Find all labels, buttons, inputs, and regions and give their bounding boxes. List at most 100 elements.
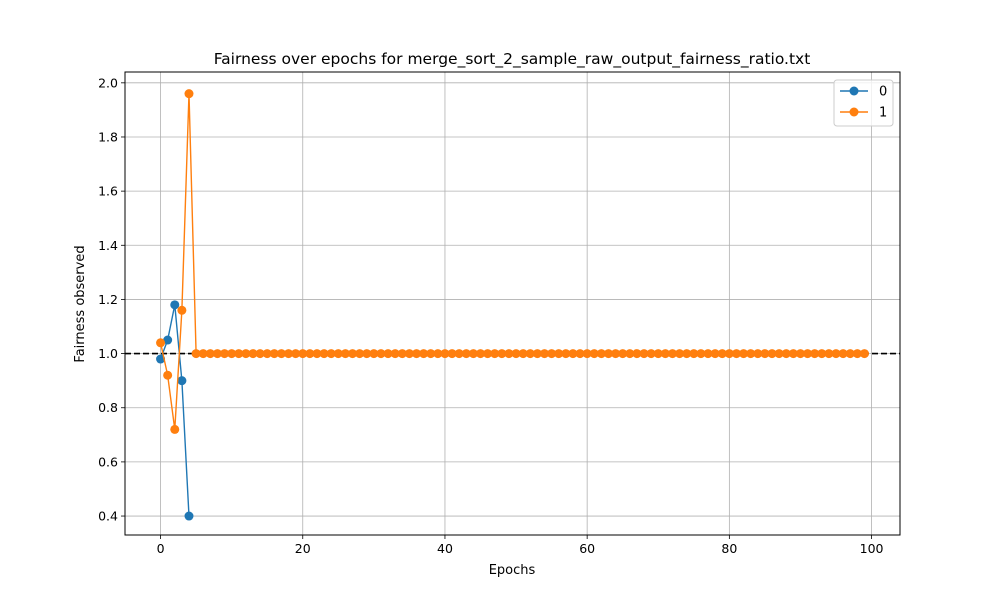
x-axis-label: Epochs xyxy=(489,563,536,578)
data-point xyxy=(412,349,422,359)
data-point xyxy=(568,349,578,359)
data-point xyxy=(355,349,365,359)
data-point xyxy=(248,349,258,359)
data-point xyxy=(824,349,834,359)
data-point xyxy=(291,349,301,359)
data-point xyxy=(298,349,308,359)
data-point xyxy=(397,349,407,359)
data-point xyxy=(660,349,670,359)
data-point xyxy=(220,349,230,359)
data-point xyxy=(241,349,251,359)
data-point xyxy=(212,349,222,359)
data-point xyxy=(653,349,663,359)
y-tick-label: 2.0 xyxy=(98,75,118,90)
data-point xyxy=(554,349,564,359)
plot-frame xyxy=(124,71,901,536)
data-point xyxy=(184,89,194,99)
data-point xyxy=(170,424,180,434)
chart-title: Fairness over epochs for merge_sort_2_sa… xyxy=(214,50,811,69)
data-point xyxy=(582,349,592,359)
x-tick-label: 0 xyxy=(157,541,165,556)
x-tick-label: 20 xyxy=(295,541,311,556)
data-point xyxy=(305,349,315,359)
data-point xyxy=(404,349,414,359)
data-point xyxy=(596,349,606,359)
data-point xyxy=(625,349,635,359)
data-point xyxy=(845,349,855,359)
data-point xyxy=(205,349,215,359)
data-point xyxy=(383,349,393,359)
axis-ticks: 0 20 40 60 80 100 0.4 0.6 0.8 1.0 1.2 1.4 1.6 1.8 2.0 xyxy=(98,75,883,556)
data-point xyxy=(390,349,400,359)
series-1 xyxy=(156,89,869,434)
legend: 0 1 xyxy=(833,79,894,127)
data-point xyxy=(426,349,436,359)
data-point xyxy=(461,349,471,359)
data-point xyxy=(276,349,286,359)
data-point xyxy=(746,349,756,359)
data-point xyxy=(646,349,656,359)
data-point xyxy=(269,349,279,359)
data-point xyxy=(703,349,713,359)
legend-marker-series-1 xyxy=(849,107,859,117)
y-tick-label: 1.2 xyxy=(98,292,118,307)
legend-label-series-1: 1 xyxy=(879,106,887,121)
y-tick-label: 1.0 xyxy=(98,346,118,361)
data-point xyxy=(618,349,628,359)
x-tick-label: 40 xyxy=(437,541,453,556)
data-point xyxy=(696,349,706,359)
data-point xyxy=(795,349,805,359)
data-point xyxy=(504,349,514,359)
data-point xyxy=(454,349,464,359)
data-point xyxy=(433,349,443,359)
data-point xyxy=(539,349,549,359)
data-point xyxy=(717,349,727,359)
legend-marker-series-0 xyxy=(849,86,859,96)
data-point xyxy=(739,349,749,359)
data-point xyxy=(724,349,734,359)
data-point xyxy=(262,349,272,359)
series-0 xyxy=(156,300,194,521)
y-tick-label: 1.6 xyxy=(98,184,118,199)
y-axis-label: Fairness observed xyxy=(73,245,88,362)
data-point xyxy=(667,349,677,359)
data-point xyxy=(468,349,478,359)
data-point xyxy=(340,349,350,359)
data-point xyxy=(611,349,621,359)
data-point xyxy=(575,349,585,359)
data-point xyxy=(532,349,542,359)
data-point xyxy=(859,349,869,359)
series-group xyxy=(156,89,869,521)
data-point xyxy=(788,349,798,359)
data-point xyxy=(170,300,180,310)
data-point xyxy=(632,349,642,359)
legend-label-series-0: 0 xyxy=(879,85,887,100)
y-tick-label: 1.4 xyxy=(98,238,118,253)
data-point xyxy=(362,349,372,359)
data-point xyxy=(803,349,813,359)
data-point xyxy=(710,349,720,359)
x-tick-label: 80 xyxy=(721,541,737,556)
x-tick-label: 100 xyxy=(860,541,884,556)
data-point xyxy=(497,349,507,359)
data-point xyxy=(177,376,187,386)
data-point xyxy=(163,370,173,380)
data-point xyxy=(767,349,777,359)
data-point xyxy=(369,349,379,359)
data-point xyxy=(547,349,557,359)
data-point xyxy=(639,349,649,359)
data-point xyxy=(440,349,450,359)
data-point xyxy=(319,349,329,359)
data-point xyxy=(817,349,827,359)
data-point xyxy=(312,349,322,359)
data-point xyxy=(227,349,237,359)
data-point xyxy=(511,349,521,359)
data-point xyxy=(852,349,862,359)
data-point xyxy=(603,349,613,359)
data-point xyxy=(333,349,343,359)
data-point xyxy=(163,335,173,345)
data-point xyxy=(731,349,741,359)
data-point xyxy=(255,349,265,359)
